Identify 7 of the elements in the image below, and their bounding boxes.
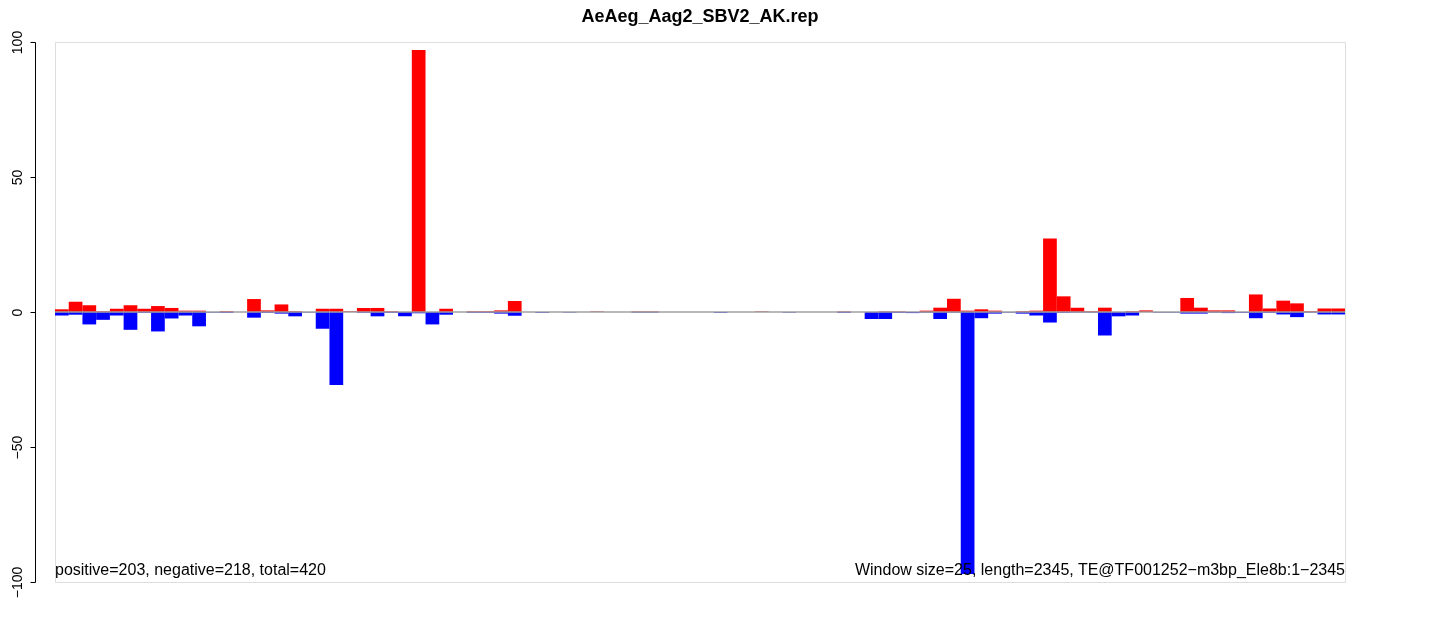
y-tick-label: −50 (8, 435, 25, 460)
annotation: positive=203, negative=218, total=420 (55, 561, 326, 578)
chart-title: AeAeg_Aag2_SBV2_AK.rep (581, 6, 819, 27)
y-tick-label: 100 (8, 30, 25, 55)
y-tick-label: −100 (8, 566, 25, 599)
y-tick-label: 0 (8, 308, 25, 317)
y-tick-label: 50 (8, 169, 25, 186)
